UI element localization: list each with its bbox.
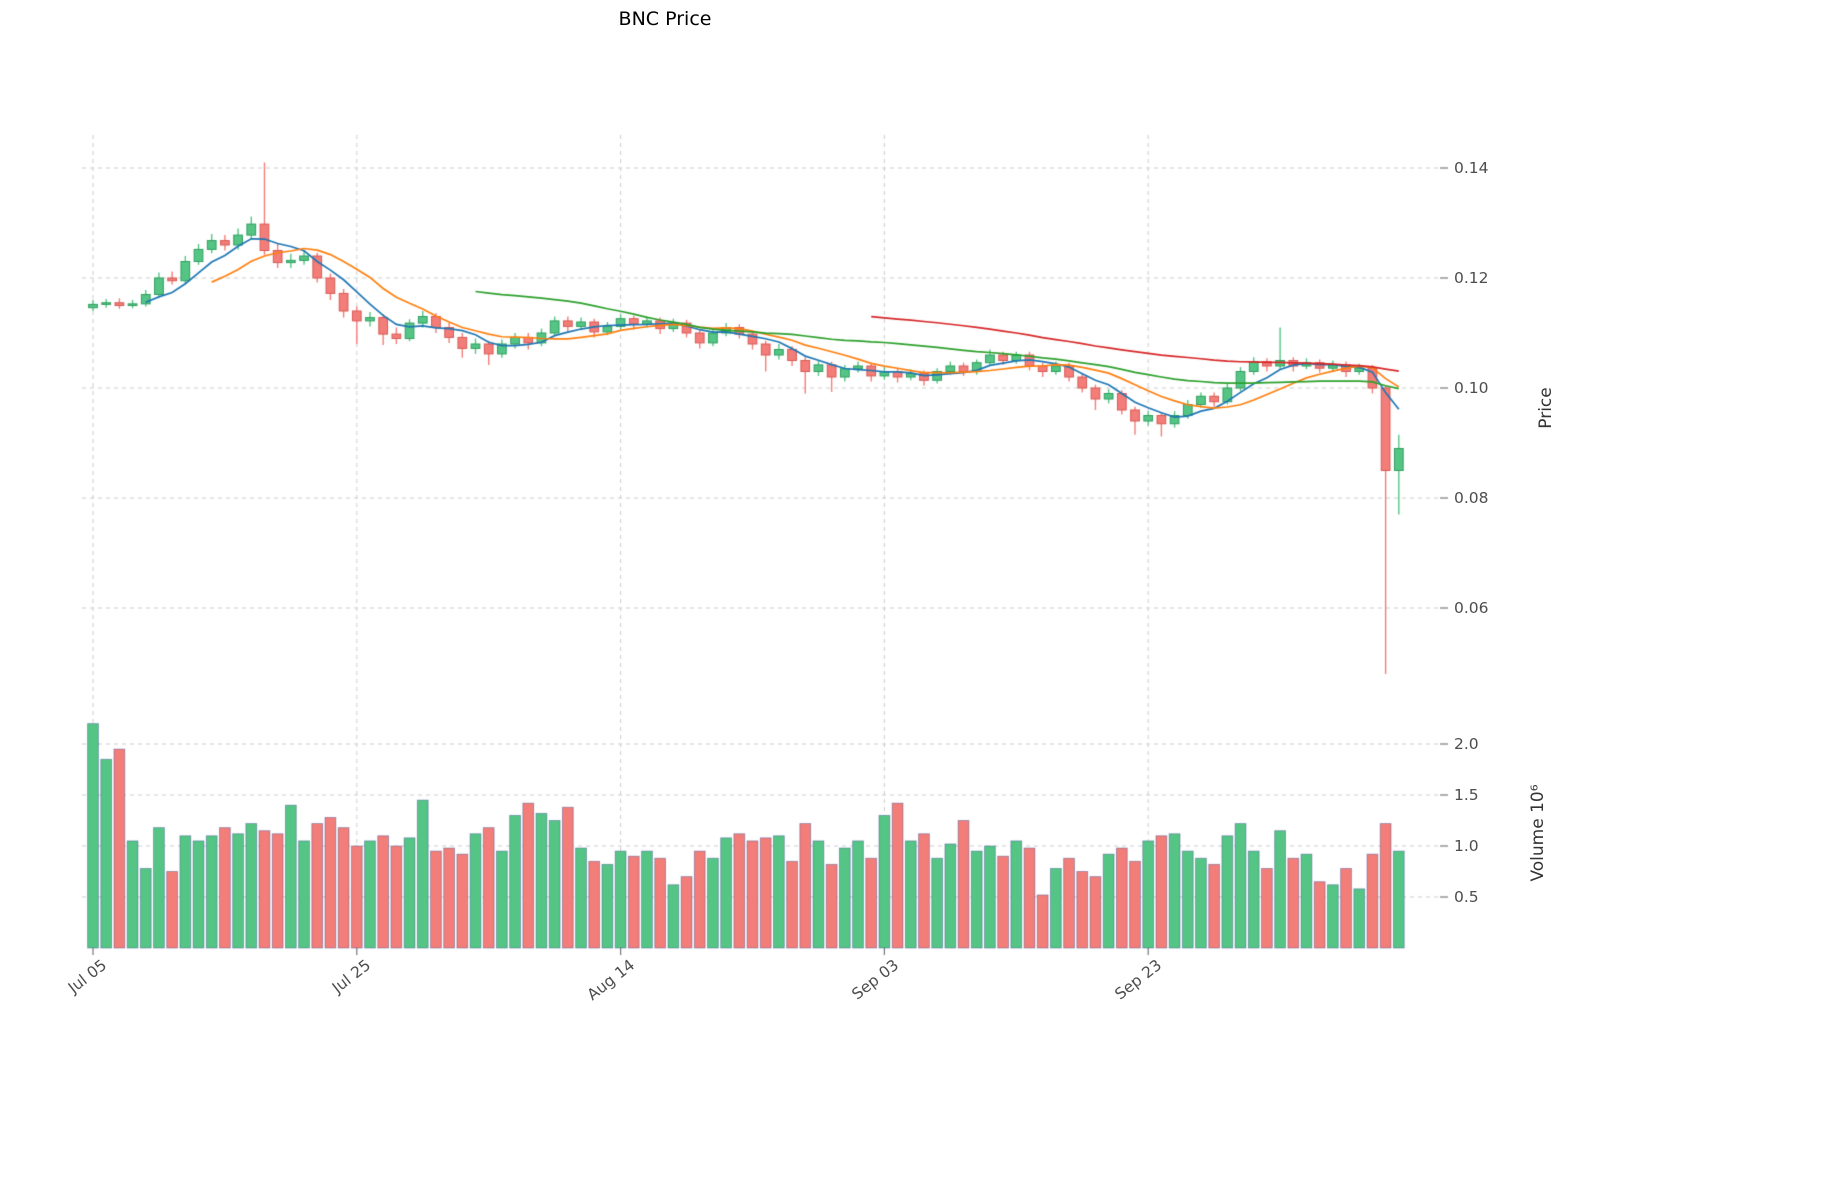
price-tick-label: 0.14 xyxy=(1454,159,1489,177)
volume-tick-label: 0.5 xyxy=(1454,888,1479,906)
price-tick-label: 0.06 xyxy=(1454,599,1489,617)
price-tick-label: 0.08 xyxy=(1454,489,1489,507)
volume-tick-label: 1.5 xyxy=(1454,786,1479,804)
price-tick-label: 0.10 xyxy=(1454,379,1489,397)
volume-tick-label: 1.0 xyxy=(1454,837,1479,855)
volume-tick-label: 2.0 xyxy=(1454,735,1479,753)
chart-title: BNC Price xyxy=(618,8,712,30)
volume-axis-label: Volume 10⁶ xyxy=(1528,784,1548,882)
price-tick-label: 0.12 xyxy=(1454,269,1489,287)
price-axis-label: Price xyxy=(1536,387,1556,429)
